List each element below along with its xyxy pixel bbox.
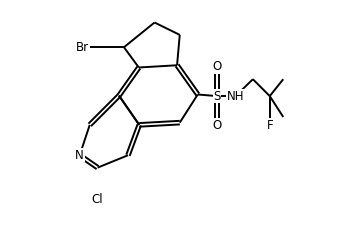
Text: NH: NH [227, 90, 244, 103]
Text: N: N [75, 149, 84, 162]
Text: Br: Br [76, 41, 89, 54]
Text: O: O [212, 60, 221, 73]
Text: S: S [213, 90, 220, 103]
Text: O: O [212, 119, 221, 132]
Text: F: F [266, 119, 273, 132]
Text: Cl: Cl [92, 193, 103, 206]
